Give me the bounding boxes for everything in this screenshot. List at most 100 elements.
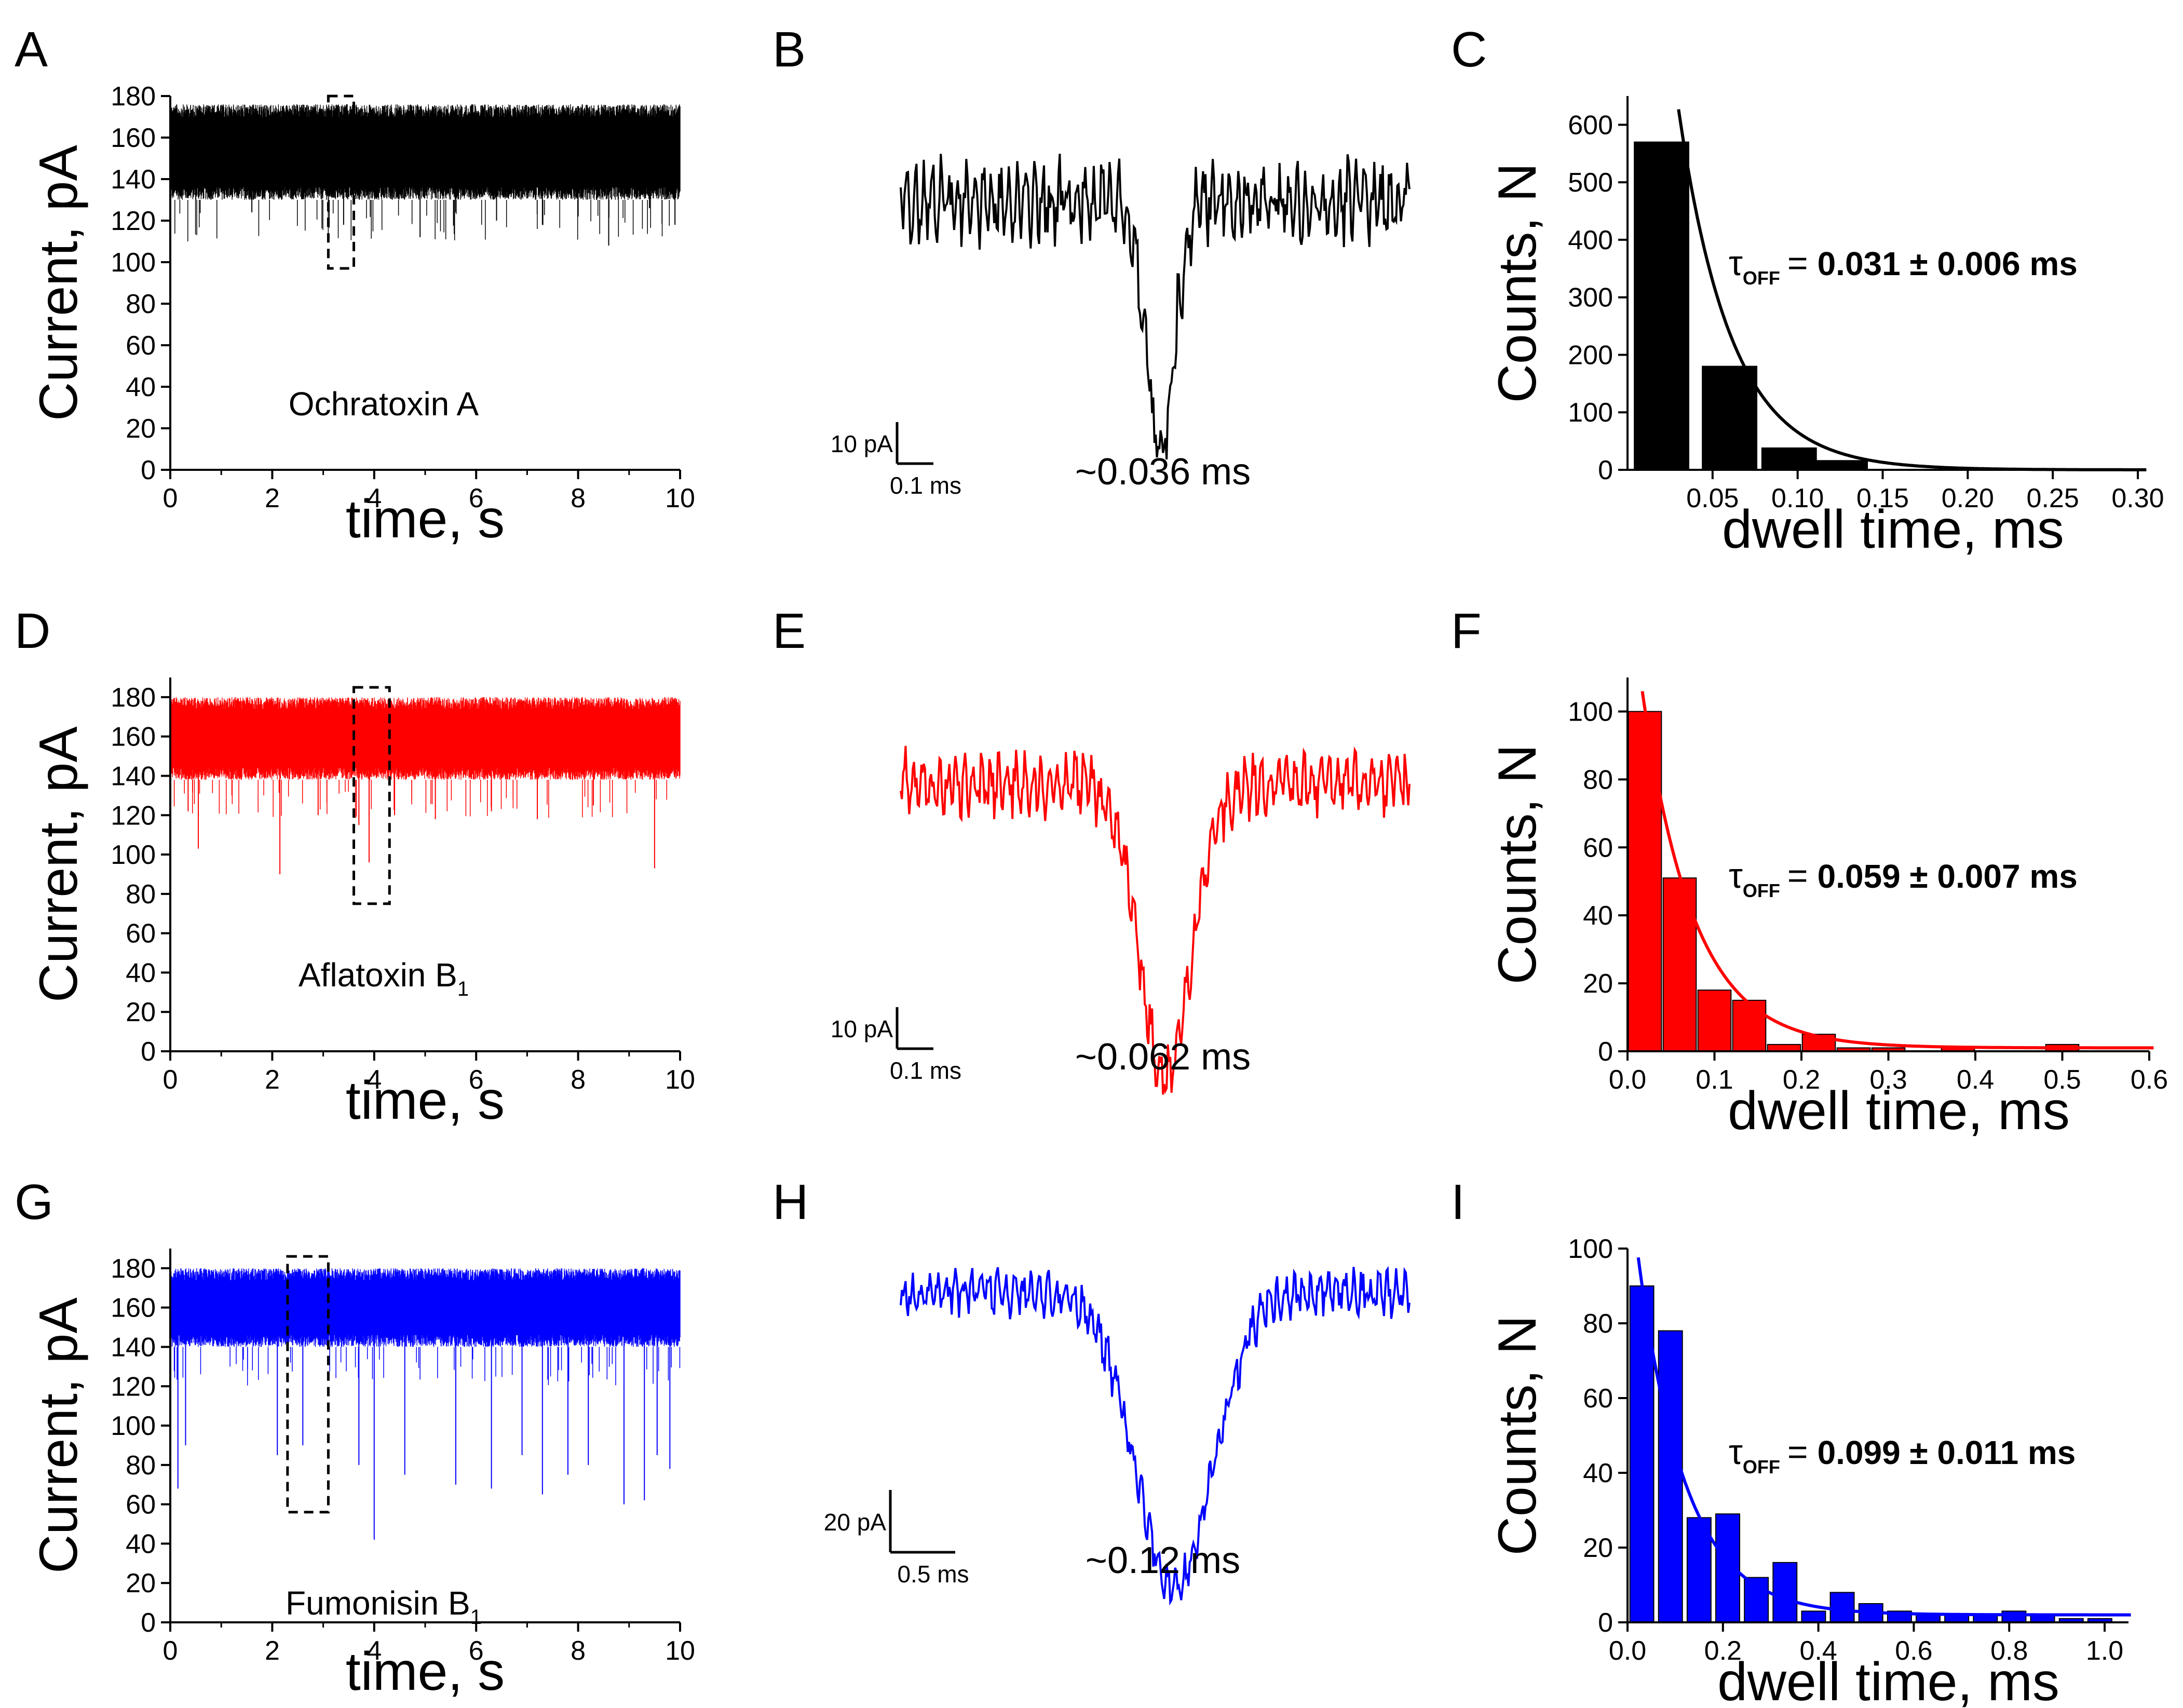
x-tick-label: 6 <box>469 1065 484 1095</box>
hist-bar <box>1697 989 1732 1052</box>
event-trace <box>900 154 1411 460</box>
scale-bar-time: 0.1 ms <box>890 1057 961 1084</box>
y-tick-label: 60 <box>126 919 156 949</box>
trace-annotation: Fumonisin B1 <box>286 1584 482 1629</box>
panel-letter: A <box>15 22 48 77</box>
event-panel-E: E 10 pA 0.1 ms ~0.062 ms <box>772 603 1411 1095</box>
fit-curve <box>1636 1257 2131 1617</box>
x-tick-label: 0.6 <box>1895 1636 1932 1666</box>
y-tick-label: 120 <box>111 801 156 831</box>
x-tick-label: 1.0 <box>2086 1636 2123 1666</box>
x-tick-label: 0.5 <box>2043 1065 2081 1095</box>
hist-bar <box>1634 141 1689 471</box>
hist-bar <box>1772 1562 1798 1623</box>
y-tick-label: 300 <box>1568 283 1613 313</box>
event-panel-B: B 10 pA 0.1 ms ~0.036 ms <box>772 22 1411 499</box>
noise-core <box>170 709 680 768</box>
x-axis-title: dwell time, ms <box>1722 499 2064 560</box>
x-tick-label: 0.0 <box>1609 1065 1646 1095</box>
y-tick-label: 40 <box>1583 901 1613 931</box>
y-tick-label: 0 <box>1598 1608 1613 1638</box>
tau-equals: = <box>1787 243 1808 283</box>
trace-annotation: Aflatoxin B1 <box>299 956 469 1000</box>
y-tick-label: 60 <box>126 331 156 361</box>
event-duration: ~0.12 ms <box>1086 1540 1240 1581</box>
hist-bar <box>1628 711 1662 1052</box>
x-tick-label: 0.2 <box>1783 1065 1820 1095</box>
y-tick-label: 20 <box>1583 1533 1613 1563</box>
x-tick-label: 8 <box>571 1065 586 1095</box>
y-axis-title: Counts, N <box>1487 163 1548 403</box>
y-tick-label: 40 <box>126 1529 156 1559</box>
y-axis-title: Current, pA <box>29 726 89 1002</box>
scale-bar-time: 0.5 ms <box>897 1561 969 1588</box>
y-tick-label: 180 <box>111 683 156 713</box>
y-tick-label: 140 <box>111 165 156 195</box>
y-tick-label: 180 <box>111 82 156 112</box>
x-tick-label: 10 <box>665 483 695 513</box>
x-axis-title: dwell time, ms <box>1717 1652 2059 1708</box>
x-tick-label: 0.4 <box>1957 1065 1994 1095</box>
y-tick-label: 160 <box>111 1293 156 1323</box>
x-tick-label: 0 <box>163 1065 178 1095</box>
x-axis-title: time, s <box>346 1642 505 1702</box>
hist-bar <box>1801 1610 1826 1623</box>
noise-core <box>170 117 680 187</box>
x-tick-label: 0.30 <box>2111 483 2164 513</box>
x-axis-title: dwell time, ms <box>1728 1081 2070 1141</box>
hist-bar <box>1732 999 1767 1052</box>
y-tick-label: 60 <box>1583 1384 1613 1414</box>
y-tick-label: 80 <box>126 879 156 910</box>
tau-subscript: OFF <box>1743 880 1780 901</box>
event-duration: ~0.036 ms <box>1075 451 1251 493</box>
event-trace <box>900 745 1411 1095</box>
y-tick-label: 80 <box>1583 765 1613 795</box>
y-tick-label: 20 <box>126 1568 156 1598</box>
x-tick-label: 0.6 <box>2131 1065 2168 1095</box>
y-tick-label: 0 <box>141 1037 156 1067</box>
panel-letter: D <box>15 603 50 659</box>
y-tick-label: 600 <box>1568 110 1613 140</box>
highlight-box <box>352 686 391 905</box>
y-tick-label: 0 <box>1598 455 1613 485</box>
y-tick-label: 140 <box>111 1332 156 1362</box>
x-axis-title: time, s <box>346 489 505 549</box>
panel-letter: C <box>1451 22 1487 77</box>
x-tick-label: 8 <box>571 1636 586 1666</box>
annotation-name: Ochratoxin A <box>289 385 479 423</box>
y-tick-label: 100 <box>1568 1234 1613 1264</box>
hist-bar <box>1744 1577 1769 1623</box>
tau-symbol: τ <box>1729 243 1743 283</box>
y-tick-label: 80 <box>126 289 156 319</box>
scale-bar-current: 10 pA <box>831 430 893 457</box>
hist-bar <box>1761 447 1817 471</box>
panel-letter: G <box>15 1174 53 1230</box>
y-tick-label: 400 <box>1568 225 1613 255</box>
x-tick-label: 0.05 <box>1686 483 1739 513</box>
y-tick-label: 500 <box>1568 168 1613 198</box>
y-tick-label: 60 <box>126 1490 156 1520</box>
tau-equals: = <box>1787 856 1808 896</box>
x-tick-label: 6 <box>469 483 484 513</box>
tau-value: 0.099 ± 0.011 ms <box>1818 1434 2076 1471</box>
y-tick-label: 200 <box>1568 340 1613 370</box>
x-tick-label: 0.8 <box>1990 1636 2028 1666</box>
y-tick-label: 160 <box>111 123 156 153</box>
y-tick-label: 40 <box>126 958 156 988</box>
y-tick-label: 80 <box>126 1451 156 1481</box>
scale-bar-current: 10 pA <box>831 1015 893 1042</box>
y-tick-label: 140 <box>111 761 156 791</box>
hist-panel-C: C 0.05 0.10 0.15 0.20 0.25 0.30 0 100 200 300 400 50… <box>1451 22 2164 560</box>
y-tick-label: 100 <box>111 1411 156 1441</box>
x-tick-label: 4 <box>367 483 382 513</box>
scale-bar-current: 20 pA <box>824 1509 887 1536</box>
x-tick-label: 0.2 <box>1704 1636 1742 1666</box>
hist-bar <box>1702 365 1758 470</box>
hist-bar <box>1916 1614 1941 1623</box>
highlight-box <box>327 94 356 270</box>
x-tick-label: 2 <box>265 483 280 513</box>
x-tick-label: 0.25 <box>2027 483 2079 513</box>
x-tick-label: 0.10 <box>1771 483 1824 513</box>
tau-equals: = <box>1787 1432 1808 1472</box>
